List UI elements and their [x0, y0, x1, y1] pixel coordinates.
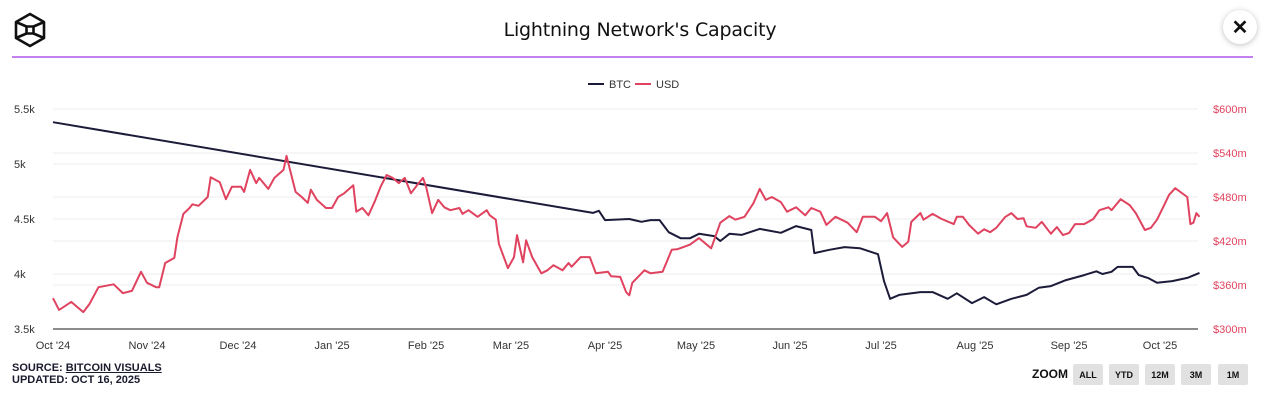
close-button[interactable]: ✕: [1223, 10, 1257, 44]
x-tick-label: Feb '25: [408, 340, 444, 352]
updated-date: UPDATED: OCT 16, 2025: [12, 374, 141, 386]
zoom-label: ZOOM: [1032, 367, 1068, 381]
y-right-tick-label: $360m: [1213, 280, 1247, 292]
legend-usd-label: USD: [656, 79, 679, 91]
x-tick-label: Jan '25: [314, 340, 349, 352]
x-tick-label: May '25: [677, 340, 715, 352]
y-left-tick-label: 4.5k: [14, 214, 35, 226]
y-left-tick-label: 3.5k: [14, 324, 35, 336]
y-left-tick-label: 4k: [14, 269, 26, 281]
x-tick-label: Oct '24: [36, 340, 71, 352]
legend-btc-label: BTC: [609, 79, 631, 91]
y-right-tick-label: $540m: [1213, 148, 1247, 160]
y-right-tick-label: $300m: [1213, 324, 1247, 336]
x-tick-label: Aug '25: [957, 340, 994, 352]
y-right-tick-label: $600m: [1213, 104, 1247, 116]
x-tick-label: Mar '25: [493, 340, 529, 352]
x-tick-label: Nov '24: [129, 340, 166, 352]
y-left-tick-label: 5k: [14, 159, 26, 171]
zoom-1m-button[interactable]: 1M: [1218, 364, 1248, 385]
series-line-usd: [52, 154, 1201, 314]
title-divider: [12, 56, 1253, 58]
page-title: Lightning Network's Capacity: [503, 19, 777, 41]
x-tick-label: Jul '25: [865, 340, 896, 352]
close-x-icon: ✕: [1231, 16, 1249, 39]
y-left-tick-label: 5.5k: [14, 104, 35, 116]
zoom-12m-button[interactable]: 12M: [1145, 364, 1175, 385]
x-tick-label: Oct '25: [1143, 340, 1178, 352]
y-right-tick-label: $420m: [1213, 236, 1247, 248]
x-tick-label: Dec '24: [220, 340, 257, 352]
source-link[interactable]: BITCOIN VISUALS: [65, 362, 162, 374]
zoom-ytd-button[interactable]: YTD: [1109, 364, 1139, 385]
zoom-3m-button[interactable]: 3M: [1181, 364, 1211, 385]
x-tick-label: Jun '25: [772, 340, 807, 352]
series-line-btc: [52, 121, 1200, 306]
cube-logo-icon: [12, 12, 48, 48]
source-label: SOURCE:: [12, 362, 63, 374]
source-info: SOURCE: BITCOIN VISUALS UPDATED: OCT 16,…: [12, 362, 162, 386]
x-tick-label: Sep '25: [1051, 340, 1088, 352]
x-tick-label: Apr '25: [588, 340, 623, 352]
y-right-tick-label: $480m: [1213, 192, 1247, 204]
zoom-all-button[interactable]: ALL: [1073, 364, 1103, 385]
